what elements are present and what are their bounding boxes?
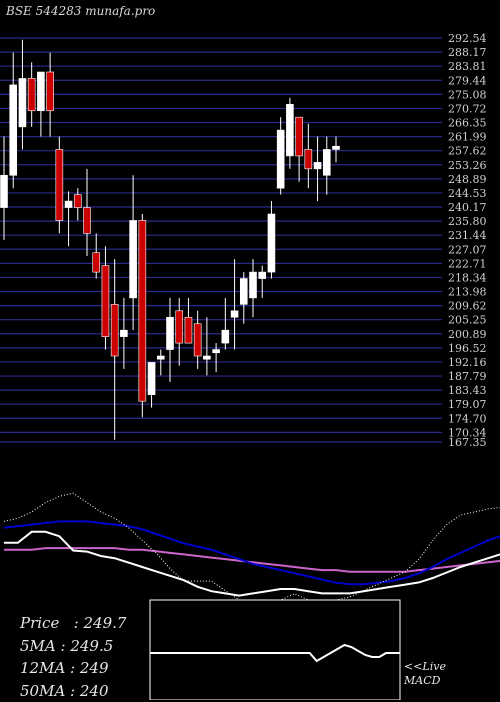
macd-panel — [150, 600, 400, 700]
candle-body — [167, 317, 174, 349]
candle-body — [19, 78, 26, 126]
candle-body — [250, 272, 257, 298]
candle-body — [194, 324, 201, 356]
price-tick-label: 179.07 — [448, 398, 487, 411]
price-tick-label: 209.62 — [448, 300, 487, 313]
candle-body — [213, 350, 220, 353]
price-tick-label: 270.72 — [448, 102, 487, 115]
price-tick-label: 213.98 — [448, 286, 487, 299]
price-tick-label: 244.53 — [448, 187, 487, 200]
candle-body — [231, 311, 238, 317]
price-tick-label: 222.71 — [448, 257, 487, 270]
candle-body — [286, 104, 293, 156]
stat-ma50: 50MA : 240 — [20, 680, 126, 702]
stat-ma5-label: 5MA — [20, 637, 56, 655]
price-tick-label: 257.62 — [448, 145, 487, 158]
candle-body — [277, 130, 284, 188]
price-tick-label: 205.25 — [448, 314, 487, 327]
price-tick-label: 174.70 — [448, 412, 487, 425]
price-tick-label: 231.44 — [448, 229, 487, 242]
candle-body — [240, 279, 247, 305]
candle-body — [323, 149, 330, 175]
price-tick-label: 288.17 — [448, 46, 487, 59]
candle-body — [259, 272, 266, 278]
price-tick-label: 218.34 — [448, 271, 487, 284]
price-tick-label: 167.35 — [448, 436, 487, 449]
ma5-line — [4, 493, 500, 606]
price-tick-label: 248.89 — [448, 173, 487, 186]
stat-price-value: 249.7 — [83, 614, 126, 632]
price-tick-label: 253.26 — [448, 159, 487, 172]
price-tick-label: 283.81 — [448, 60, 487, 73]
price-tick-label: 266.35 — [448, 117, 487, 130]
candle-body — [148, 362, 155, 394]
stat-ma12: 12MA : 249 — [20, 657, 126, 680]
candle-body — [314, 162, 321, 168]
candle-body — [56, 149, 63, 220]
stat-ma12-value: 249 — [80, 659, 109, 677]
stat-price: Price : 249.7 — [20, 612, 126, 635]
candle-body — [333, 146, 340, 149]
candle-body — [111, 304, 118, 356]
stat-ma5: 5MA : 249.5 — [20, 635, 126, 658]
price-tick-label: 235.80 — [448, 215, 487, 228]
price-tick-label: 292.54 — [448, 32, 487, 45]
candle-body — [84, 208, 91, 234]
stat-ma50-value: 240 — [80, 682, 109, 700]
price-tick-label: 187.79 — [448, 370, 487, 383]
price-tick-label: 227.07 — [448, 243, 487, 256]
stat-ma5-value: 249.5 — [70, 637, 113, 655]
candle-body — [10, 85, 17, 175]
price-tick-label: 240.17 — [448, 201, 487, 214]
candle-body — [130, 220, 137, 297]
candle-body — [65, 201, 72, 207]
candle-body — [203, 356, 210, 359]
candle-body — [102, 266, 109, 337]
candle-body — [222, 330, 229, 343]
price-tick-label: 275.08 — [448, 88, 487, 101]
price-tick-label: 192.16 — [448, 356, 487, 369]
candle-body — [185, 317, 192, 343]
ma12-line — [4, 521, 500, 584]
candle-body — [37, 72, 44, 111]
live-label[interactable]: <<Live — [404, 660, 446, 674]
candle-body — [47, 72, 54, 111]
price-tick-label: 183.43 — [448, 384, 487, 397]
candle-body — [268, 214, 275, 272]
candle-body — [305, 149, 312, 168]
candle-body — [139, 220, 146, 401]
stat-ma12-label: 12MA — [20, 659, 65, 677]
price-tick-label: 279.44 — [448, 74, 487, 87]
candle-body — [157, 356, 164, 359]
candle-body — [28, 78, 35, 110]
candle-body — [176, 311, 183, 343]
stat-ma50-label: 50MA — [20, 682, 65, 700]
price-tick-label: 196.52 — [448, 342, 487, 355]
macd-label[interactable]: MACD — [404, 674, 446, 688]
price-tick-label: 261.99 — [448, 131, 487, 144]
candle-body — [93, 253, 100, 272]
candle-body — [1, 175, 8, 207]
price-tick-label: 200.89 — [448, 328, 487, 341]
candle-body — [120, 330, 127, 336]
live-macd-link[interactable]: <<Live MACD — [404, 660, 446, 688]
candle-body — [74, 195, 81, 208]
candle-body — [296, 117, 303, 156]
stats-panel: Price : 249.7 5MA : 249.5 12MA : 249 50M… — [20, 612, 126, 702]
stat-price-label: Price — [20, 614, 59, 632]
